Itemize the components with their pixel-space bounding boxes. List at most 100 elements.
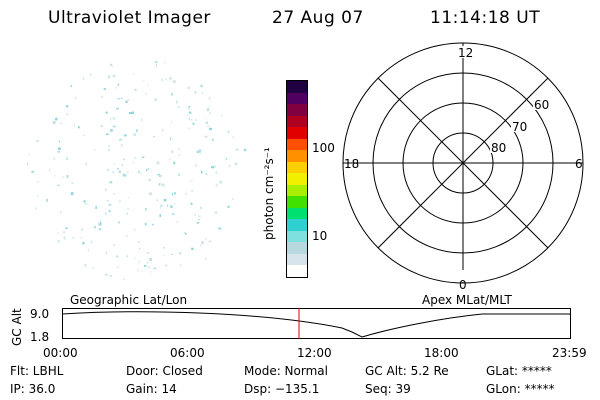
uv-speckle	[148, 193, 152, 195]
uv-speckle	[90, 73, 92, 76]
uv-speckle	[118, 200, 121, 202]
uv-speckle	[208, 240, 212, 243]
uv-speckle	[214, 211, 218, 214]
uv-speckle	[66, 175, 69, 178]
uv-speckle	[127, 196, 129, 199]
uv-speckle	[191, 189, 194, 192]
uv-speckle	[187, 107, 190, 110]
uv-speckle	[132, 161, 134, 164]
uv-speckle	[108, 145, 110, 148]
uv-speckle	[199, 152, 202, 155]
polar-label-bottom: 0	[459, 278, 467, 292]
uv-speckle	[117, 168, 119, 170]
uv-speckle	[172, 80, 176, 84]
uv-speckle	[228, 164, 230, 167]
colorbar-band	[287, 253, 307, 266]
altplot-right-label: Apex MLat/MLT	[422, 293, 512, 307]
uv-speckle	[113, 163, 115, 165]
uv-speckle	[127, 171, 129, 174]
uv-speckle	[116, 255, 119, 258]
altplot-y-tick-bottom: 1.8	[30, 330, 50, 344]
uv-speckle	[208, 97, 211, 100]
uv-speckle	[104, 188, 107, 191]
uv-speckle	[123, 278, 125, 281]
uv-speckle	[93, 225, 97, 229]
uv-speckle	[139, 247, 141, 249]
uv-speckle	[83, 200, 86, 203]
uv-speckle	[87, 248, 89, 252]
uv-speckle	[81, 228, 83, 231]
uv-speckle	[159, 207, 161, 209]
uv-speckle	[170, 205, 173, 209]
altplot-x-tick-1: 06:00	[170, 346, 205, 360]
uv-speckle	[161, 183, 165, 187]
uv-speckle	[143, 79, 145, 81]
uv-speckle	[57, 150, 61, 153]
uv-speckle	[221, 114, 223, 117]
uv-speckle	[191, 119, 193, 121]
uv-speckle	[205, 173, 208, 175]
uv-speckle	[58, 140, 61, 143]
uv-speckle	[74, 96, 77, 100]
uv-speckle	[134, 258, 136, 260]
colorbar-band	[287, 184, 307, 197]
uv-speckle	[54, 175, 56, 177]
uv-speckle	[152, 223, 154, 226]
uv-speckle	[206, 125, 210, 127]
uv-speckle	[106, 199, 109, 202]
uv-speckle	[205, 257, 207, 261]
uv-speckle	[111, 65, 114, 67]
uv-speckle	[169, 158, 172, 160]
uv-speckle	[108, 210, 111, 213]
polar-lat-60: 60	[534, 98, 549, 112]
uv-speckle	[178, 154, 181, 156]
uv-speckle	[147, 84, 149, 86]
uv-speckle	[162, 128, 164, 132]
uv-speckle	[112, 125, 116, 128]
uv-speckle	[200, 206, 202, 209]
uv-speckle	[198, 149, 202, 152]
colorbar-band	[287, 103, 307, 116]
uv-speckle	[190, 202, 193, 205]
uv-speckle	[112, 171, 115, 173]
uv-speckle	[211, 138, 214, 141]
uv-speckle	[116, 107, 119, 110]
uv-speckle	[219, 180, 223, 184]
color-bar	[286, 80, 308, 278]
colorbar-band	[287, 264, 307, 277]
uv-speckle	[200, 84, 203, 88]
altitude-curve	[62, 311, 570, 338]
uv-speckle	[163, 247, 165, 249]
uv-speckle	[109, 275, 112, 277]
uv-speckle	[208, 105, 210, 108]
uv-speckle	[144, 222, 147, 226]
uv-speckle	[172, 192, 173, 196]
uv-speckle	[127, 208, 129, 210]
uv-speckle	[28, 154, 31, 156]
uv-speckle	[46, 198, 48, 202]
uv-speckle	[189, 180, 193, 182]
uv-speckle	[113, 193, 116, 195]
uv-speckle	[145, 207, 147, 211]
colorbar-band	[287, 161, 307, 174]
uv-speckle	[110, 129, 113, 132]
info-glon: GLon: *****	[486, 382, 555, 396]
uv-speckle	[149, 258, 152, 261]
polar-label-top: 12	[458, 46, 473, 60]
uv-speckle	[147, 179, 151, 181]
uv-speckle	[200, 170, 203, 174]
altplot-y-axis-label: GC Alt	[10, 308, 24, 346]
uv-speckle	[106, 168, 110, 171]
uv-speckle	[158, 174, 162, 177]
uv-speckle	[134, 88, 137, 91]
instrument-title: Ultraviolet Imager	[48, 8, 211, 28]
uv-speckle	[103, 88, 106, 90]
uv-speckle	[109, 181, 113, 184]
uv-speckle	[108, 203, 112, 206]
uv-speckle	[126, 234, 128, 238]
polar-label-right: 6	[575, 157, 583, 171]
uv-speckle	[234, 162, 238, 165]
uv-speckle	[133, 228, 136, 231]
uv-speckle	[153, 135, 155, 137]
uv-speckle	[204, 238, 208, 240]
